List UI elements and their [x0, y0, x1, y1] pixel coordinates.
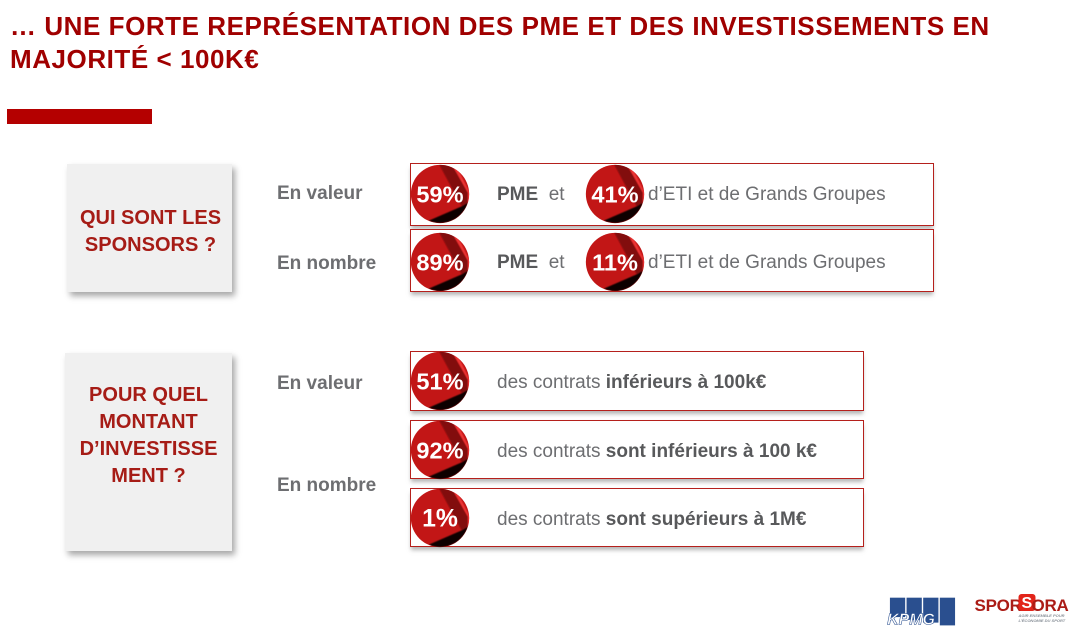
svg-text:11%: 11%: [592, 250, 638, 276]
svg-text:51%: 51%: [416, 369, 463, 395]
svg-text:92%: 92%: [416, 438, 463, 464]
svg-text:S: S: [1022, 595, 1033, 612]
svg-text:89%: 89%: [416, 250, 463, 276]
svg-text:ORA: ORA: [1032, 596, 1069, 615]
svg-text:1%: 1%: [422, 506, 458, 533]
svg-text:KPMG: KPMG: [887, 612, 935, 629]
svg-text:59%: 59%: [416, 182, 463, 208]
svg-text:41%: 41%: [591, 182, 638, 208]
svg-text:SPOR: SPOR: [975, 596, 1022, 615]
svg-text:AGIR ENSEMBLE POUR: AGIR ENSEMBLE POUR: [1018, 613, 1065, 618]
svg-text:L’ÉCONOMIE DU SPORT: L’ÉCONOMIE DU SPORT: [1019, 618, 1066, 623]
